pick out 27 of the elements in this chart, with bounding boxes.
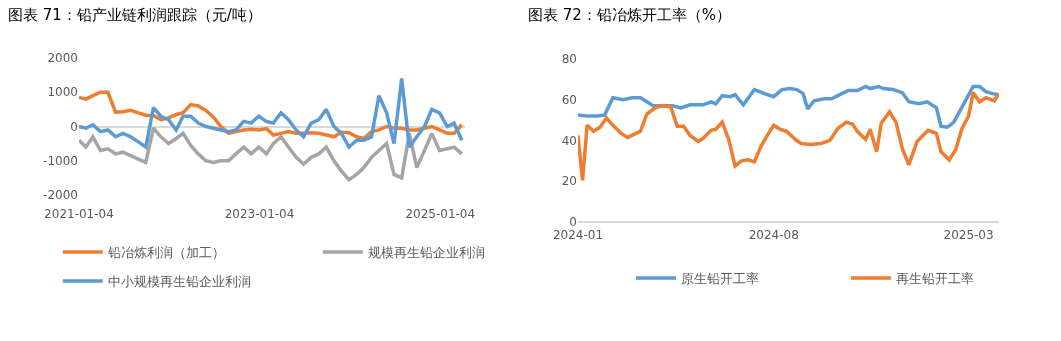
- y-tick-label: 0: [569, 215, 577, 230]
- x-tick-label: 2023-01-04: [224, 207, 295, 221]
- y-tick-label: -1000: [43, 153, 78, 168]
- x-tick-label: 2025-03: [943, 228, 994, 242]
- legend-label: 规模再生铅企业利润: [367, 245, 485, 261]
- y-tick-label: 80: [561, 52, 577, 67]
- x-tick-label: 2025-01-04: [405, 207, 476, 221]
- legend-label: 再生铅开工率: [895, 271, 974, 287]
- y-tick-label: 2000: [47, 51, 78, 66]
- line-series: [577, 90, 999, 182]
- legend-label: 铅冶炼利润（加工）: [106, 245, 225, 261]
- x-tick-label: 2024-08: [748, 228, 799, 242]
- chart-title: 图表 72：铅冶炼开工率（%）: [528, 6, 732, 24]
- y-tick-label: -2000: [43, 188, 78, 203]
- legend-label: 中小规模再生铅企业利润: [107, 274, 251, 290]
- y-tick-label: 40: [561, 133, 577, 148]
- line-series: [78, 76, 464, 149]
- line-series: [78, 126, 464, 182]
- y-tick-label: 20: [561, 174, 577, 189]
- x-tick-label: 2024-01: [552, 228, 604, 242]
- legend-label: 原生铅开工率: [680, 271, 759, 287]
- y-tick-label: 60: [561, 92, 577, 107]
- y-tick-label: 1000: [47, 85, 78, 100]
- y-tick-label: 0: [70, 119, 78, 134]
- x-tick-label: 2021-01-04: [44, 207, 114, 221]
- line-series: [577, 84, 999, 130]
- chart-title: 图表 71：铅产业链利润跟踪（元/吨）: [8, 6, 262, 24]
